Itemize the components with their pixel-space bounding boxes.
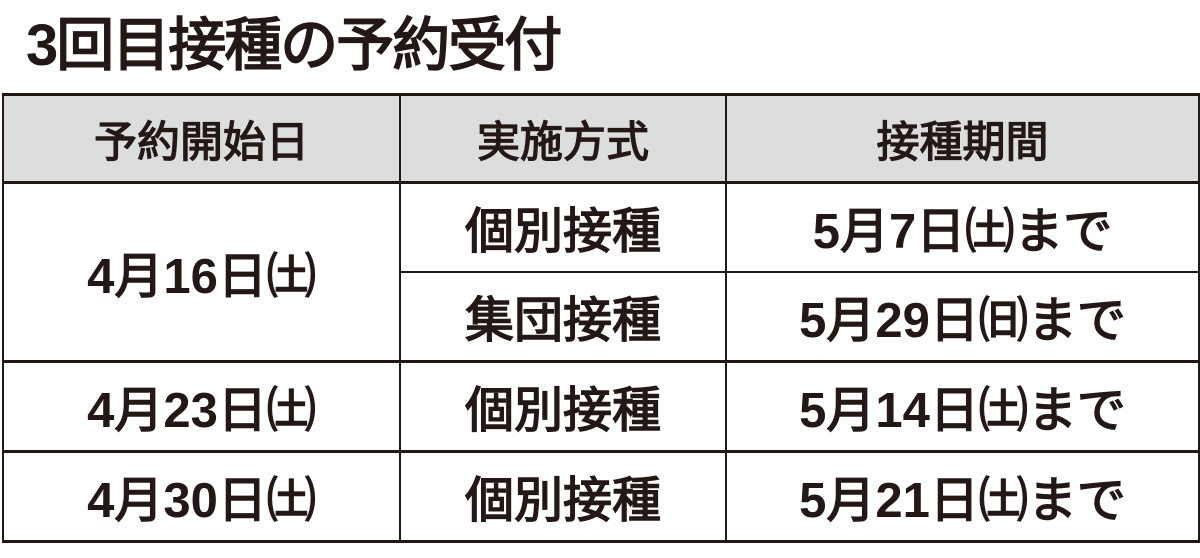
table-row-2: 集団接種 5月29日㈰まで <box>3 271 1200 363</box>
cell-start-date: 4月23日㈯ <box>2 360 401 453</box>
table-header: 予約開始日 実施方式 接種期間 <box>2 93 1200 184</box>
table-row-1: 4月16日㈯ 個別接種 5月7日㈯まで <box>2 181 1200 363</box>
cell-period: 5月29日㈰まで <box>725 271 1200 363</box>
table-row-4: 4月30日㈯ 個別接種 5月21日㈯まで <box>2 450 1200 543</box>
cell-method: 個別接種 <box>399 360 727 453</box>
col-header-start-date: 予約開始日 <box>2 93 401 184</box>
cell-method: 集団接種 <box>399 271 727 363</box>
cell-method: 個別接種 <box>399 181 727 273</box>
col-header-period: 接種期間 <box>725 93 1200 184</box>
table-body: 4月16日㈯ 個別接種 5月7日㈯まで 集団接種 5月29日㈰まで 4月23日㈯… <box>2 181 1200 543</box>
cell-start-date: 4月30日㈯ <box>2 450 401 543</box>
cell-period: 5月14日㈯まで <box>725 360 1200 453</box>
col-header-method: 実施方式 <box>399 93 727 184</box>
table-row-3: 4月23日㈯ 個別接種 5月14日㈯まで <box>2 360 1200 453</box>
cell-period: 5月21日㈯まで <box>725 450 1200 543</box>
reservation-table: 予約開始日 実施方式 接種期間 4月16日㈯ 個別接種 5月7日㈯まで 集団接種… <box>2 93 1200 543</box>
cell-method: 個別接種 <box>399 450 727 543</box>
page-title: 3回目接種の予約受付 <box>26 13 562 78</box>
cell-period: 5月7日㈯まで <box>725 181 1200 273</box>
header-row: 予約開始日 実施方式 接種期間 <box>2 93 1200 184</box>
cell-start-date: 4月16日㈯ <box>2 181 401 363</box>
